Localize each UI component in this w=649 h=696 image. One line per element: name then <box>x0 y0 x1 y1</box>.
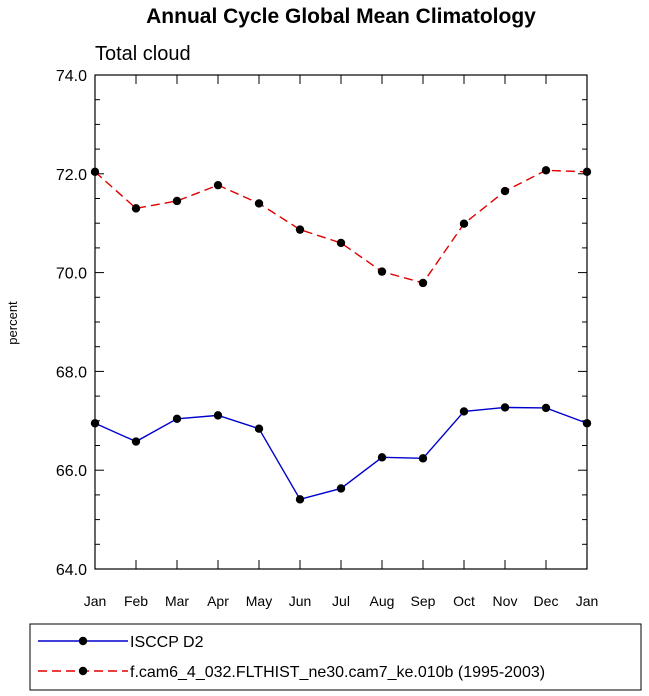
data-point <box>213 411 223 420</box>
data-point <box>254 199 264 208</box>
y-tick-label: 66.0 <box>56 463 87 480</box>
data-point <box>131 204 141 213</box>
data-point <box>90 419 100 428</box>
data-point <box>90 167 100 177</box>
x-tick-label: Dec <box>534 593 559 609</box>
series-1 <box>90 166 592 288</box>
data-point <box>541 166 551 175</box>
data-point <box>172 196 182 206</box>
x-tick-label: Feb <box>124 593 148 609</box>
data-point <box>336 238 346 248</box>
data-point <box>459 219 469 228</box>
data-point <box>377 453 387 462</box>
y-tick-label: 72.0 <box>56 167 87 184</box>
data-point <box>295 495 305 504</box>
chart-title: Annual Cycle Global Mean Climatology <box>146 5 536 28</box>
y-tick-label: 64.0 <box>56 562 87 579</box>
plot-axes: 64.0 66.0 68.0 70.0 72.0 74.0 Jan Feb Mar Apr May J… <box>56 68 598 609</box>
data-point <box>459 407 469 416</box>
x-tick-label: Nov <box>493 593 518 609</box>
legend-marker <box>78 666 88 676</box>
data-point <box>582 167 592 177</box>
series-line <box>94 169 588 284</box>
y-tick-label: 74.0 <box>56 68 87 85</box>
legend-marker <box>78 636 88 646</box>
legend-label: ISCCP D2 <box>130 634 204 651</box>
data-point <box>377 267 387 276</box>
x-tick-label: Jul <box>332 593 350 609</box>
x-tick-label: Apr <box>207 593 229 609</box>
chart-subtitle: Total cloud <box>95 43 191 65</box>
data-point <box>418 278 428 288</box>
data-point <box>500 186 510 196</box>
data-point <box>500 403 510 412</box>
data-point <box>418 454 428 463</box>
data-point <box>295 225 305 234</box>
x-tick-label: Oct <box>453 593 475 609</box>
x-tick-label: Aug <box>370 593 395 609</box>
x-tick-label: Sep <box>411 593 436 609</box>
data-point <box>172 414 182 424</box>
data-point <box>254 424 264 433</box>
y-tick-label: 68.0 <box>56 364 87 381</box>
data-point <box>131 437 141 446</box>
series-0 <box>90 403 592 504</box>
x-tick-label: Jun <box>289 593 312 609</box>
x-tick-label: May <box>246 593 272 609</box>
series-layer <box>90 166 592 504</box>
legend-box <box>29 623 642 691</box>
data-point <box>541 403 551 413</box>
data-point <box>336 484 346 493</box>
data-point <box>213 180 223 190</box>
legend: ISCCP D2 f.cam6_4_032.FLTHIST_ne30.cam7_k… <box>29 623 642 691</box>
y-axis-label: percent <box>5 301 20 345</box>
x-tick-label: Mar <box>165 593 189 609</box>
data-point <box>582 419 592 428</box>
plot-frame <box>94 74 588 570</box>
x-tick-label: Jan <box>84 593 107 609</box>
y-tick-label: 70.0 <box>56 266 87 283</box>
legend-label: f.cam6_4_032.FLTHIST_ne30.cam7_ke.010b (… <box>130 664 545 681</box>
x-tick-label: Jan <box>576 593 599 609</box>
